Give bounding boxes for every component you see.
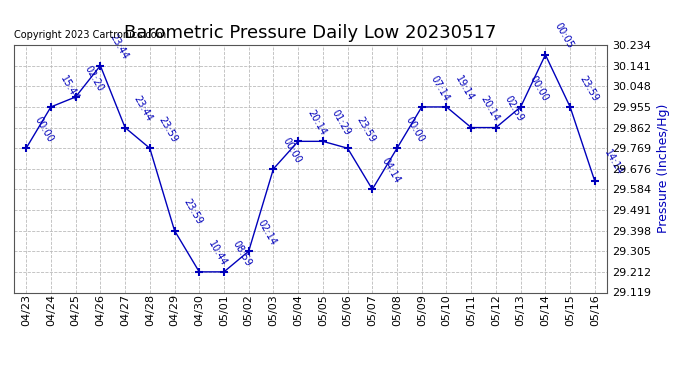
Text: 23:44: 23:44 [107, 32, 130, 62]
Text: 23:44: 23:44 [132, 94, 155, 123]
Text: 23:59: 23:59 [181, 197, 204, 226]
Text: 23:59: 23:59 [577, 74, 600, 103]
Title: Barometric Pressure Daily Low 20230517: Barometric Pressure Daily Low 20230517 [124, 24, 497, 42]
Text: 19:14: 19:14 [453, 74, 476, 103]
Text: 02:14: 02:14 [255, 218, 278, 247]
Text: 02:20: 02:20 [83, 63, 105, 93]
Text: 01:29: 01:29 [330, 108, 353, 137]
Text: 00:00: 00:00 [33, 115, 56, 144]
Text: 00:00: 00:00 [528, 74, 550, 103]
Text: 20:14: 20:14 [478, 94, 501, 123]
Text: 23:59: 23:59 [355, 115, 377, 144]
Text: 00:00: 00:00 [280, 136, 303, 165]
Text: 23:59: 23:59 [157, 115, 179, 144]
Y-axis label: Pressure (Inches/Hg): Pressure (Inches/Hg) [657, 104, 670, 233]
Text: 07:14: 07:14 [428, 74, 451, 103]
Text: 04:14: 04:14 [380, 156, 402, 185]
Text: 00:05: 00:05 [552, 21, 575, 51]
Text: 08:59: 08:59 [231, 238, 253, 268]
Text: Copyright 2023 Cartronics.com: Copyright 2023 Cartronics.com [14, 30, 166, 40]
Text: 10:44: 10:44 [206, 238, 228, 268]
Text: 15:44: 15:44 [58, 74, 81, 103]
Text: 14:14: 14:14 [602, 148, 624, 177]
Text: 20:14: 20:14 [305, 108, 328, 137]
Text: 00:00: 00:00 [404, 115, 426, 144]
Text: 02:59: 02:59 [503, 94, 526, 123]
